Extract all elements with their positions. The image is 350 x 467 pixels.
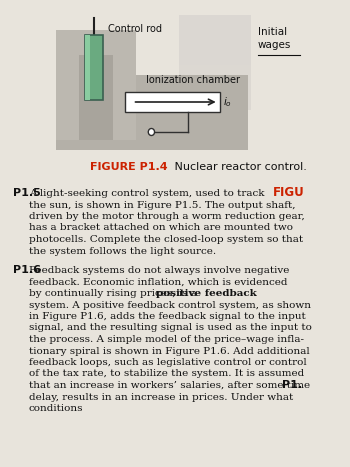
Text: feedback. Economic inflation, which is evidenced: feedback. Economic inflation, which is e… <box>29 277 287 286</box>
Bar <box>56 75 248 150</box>
Text: wages: wages <box>258 40 292 50</box>
Text: the system follows the light source.: the system follows the light source. <box>29 247 216 255</box>
Text: Initial: Initial <box>258 27 287 37</box>
Bar <box>79 55 113 140</box>
Bar <box>125 92 219 112</box>
Text: of the tax rate, to stabilize the system. It is assumed: of the tax rate, to stabilize the system… <box>29 369 304 378</box>
Bar <box>85 35 91 100</box>
Bar <box>56 30 136 140</box>
Text: A light-seeking control system, used to track: A light-seeking control system, used to … <box>29 189 264 198</box>
Text: positive feedback: positive feedback <box>156 289 257 298</box>
Text: Ionization chamber: Ionization chamber <box>146 75 240 85</box>
Text: $i_o$: $i_o$ <box>223 95 232 109</box>
Text: that an increase in workers’ salaries, after some time: that an increase in workers’ salaries, a… <box>29 381 310 390</box>
Text: P1.: P1. <box>282 380 302 390</box>
Bar <box>85 35 103 100</box>
Bar <box>179 15 251 65</box>
Bar <box>179 65 251 110</box>
Text: by continually rising prices, is a: by continually rising prices, is a <box>29 289 200 298</box>
Text: FIGU: FIGU <box>273 186 305 199</box>
Text: conditions: conditions <box>29 404 83 413</box>
Text: Nuclear reactor control.: Nuclear reactor control. <box>164 162 307 172</box>
Text: FIGURE P1.4: FIGURE P1.4 <box>90 162 167 172</box>
Text: P1.5: P1.5 <box>13 188 40 198</box>
Text: Control rod: Control rod <box>107 24 161 34</box>
Text: the process. A simple model of the price–wage infla-: the process. A simple model of the price… <box>29 335 304 344</box>
Text: has a bracket attached on which are mounted two: has a bracket attached on which are moun… <box>29 224 293 233</box>
Text: tionary spiral is shown in Figure P1.6. Add additional: tionary spiral is shown in Figure P1.6. … <box>29 347 309 355</box>
Text: photocells. Complete the closed-loop system so that: photocells. Complete the closed-loop sys… <box>29 235 303 244</box>
Text: in Figure P1.6, adds the feedback signal to the input: in Figure P1.6, adds the feedback signal… <box>29 312 306 321</box>
Text: signal, and the resulting signal is used as the input to: signal, and the resulting signal is used… <box>29 324 312 333</box>
Text: P1.6: P1.6 <box>13 265 41 275</box>
Text: the sun, is shown in Figure P1.5. The output shaft,: the sun, is shown in Figure P1.5. The ou… <box>29 200 295 210</box>
Text: delay, results in an increase in prices. Under what: delay, results in an increase in prices.… <box>29 392 293 402</box>
Text: system. A positive feedback control system, as shown: system. A positive feedback control syst… <box>29 300 311 310</box>
Circle shape <box>148 128 155 135</box>
Text: driven by the motor through a worm reduction gear,: driven by the motor through a worm reduc… <box>29 212 304 221</box>
Text: Feedback systems do not always involve negative: Feedback systems do not always involve n… <box>29 266 289 275</box>
Text: feedback loops, such as legislative control or control: feedback loops, such as legislative cont… <box>29 358 306 367</box>
